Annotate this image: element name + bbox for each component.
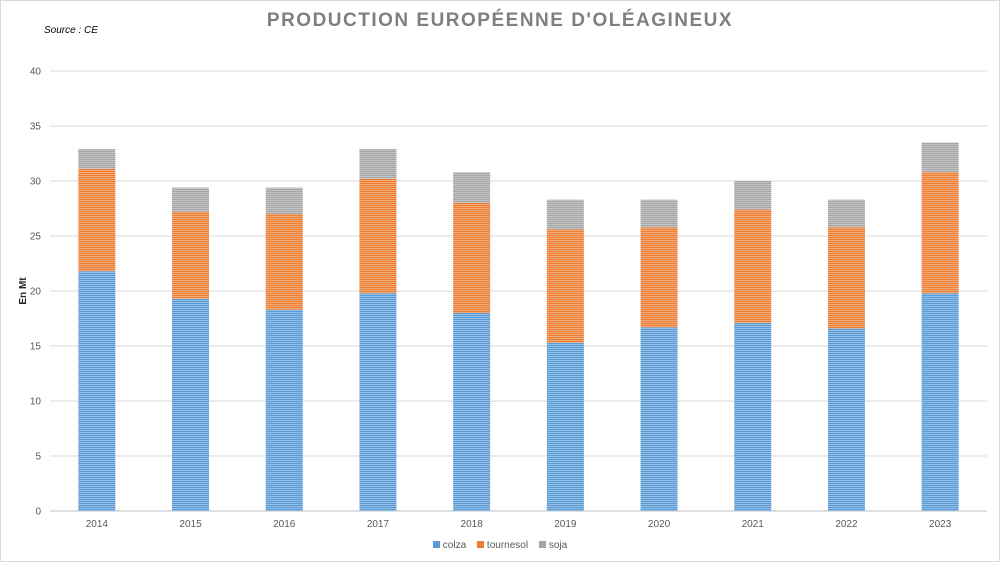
bar-colza-2014 bbox=[78, 271, 116, 511]
bar-colza-2022 bbox=[827, 328, 865, 511]
legend-swatch-soja bbox=[538, 541, 546, 548]
y-tick-label-35: 35 bbox=[30, 122, 42, 133]
bar-soja-2017 bbox=[359, 149, 397, 179]
bar-tournesol-2019 bbox=[546, 229, 584, 343]
x-tick-label-2020: 2020 bbox=[648, 519, 671, 530]
bar-colza-2018 bbox=[453, 313, 491, 511]
bar-tournesol-2015 bbox=[172, 211, 210, 299]
x-tick-label-2016: 2016 bbox=[273, 519, 296, 530]
legend-item-tournesol: tournesol bbox=[476, 540, 529, 551]
y-tick-label-0: 0 bbox=[35, 507, 41, 518]
bars bbox=[78, 142, 959, 511]
y-tick-label-20: 20 bbox=[30, 287, 42, 298]
bar-colza-2016 bbox=[265, 309, 303, 511]
y-tick-label-10: 10 bbox=[30, 397, 42, 408]
x-axis-ticks: 2014 2015 2016 2017 2018 2019 2020 2021 2022 2023 bbox=[86, 519, 952, 530]
y-axis-label: En Mt bbox=[18, 277, 29, 305]
x-tick-label-2019: 2019 bbox=[554, 519, 577, 530]
bar-colza-2021 bbox=[734, 322, 772, 511]
bar-tournesol-2014 bbox=[78, 168, 116, 272]
bar-colza-2017 bbox=[359, 293, 397, 511]
legend-swatch-tournesol bbox=[476, 541, 484, 548]
bar-colza-2019 bbox=[546, 342, 584, 511]
bar-soja-2021 bbox=[734, 181, 772, 210]
bar-soja-2022 bbox=[827, 199, 865, 228]
bar-tournesol-2017 bbox=[359, 178, 397, 294]
y-tick-label-40: 40 bbox=[30, 67, 42, 78]
x-tick-label-2023: 2023 bbox=[929, 519, 952, 530]
legend-item-soja: soja bbox=[538, 540, 568, 551]
bar-soja-2019 bbox=[546, 199, 584, 230]
x-tick-label-2021: 2021 bbox=[742, 519, 765, 530]
legend-label-colza: colza bbox=[442, 540, 467, 551]
y-tick-label-5: 5 bbox=[35, 452, 41, 463]
bar-tournesol-2016 bbox=[265, 214, 303, 310]
bar-tournesol-2020 bbox=[640, 227, 678, 328]
y-tick-label-30: 30 bbox=[30, 177, 42, 188]
bar-colza-2020 bbox=[640, 327, 678, 511]
bar-colza-2023 bbox=[921, 293, 959, 511]
bar-tournesol-2021 bbox=[734, 209, 772, 323]
x-tick-label-2017: 2017 bbox=[367, 519, 390, 530]
y-tick-label-25: 25 bbox=[30, 232, 42, 243]
bar-soja-2020 bbox=[640, 199, 678, 228]
x-tick-label-2022: 2022 bbox=[835, 519, 858, 530]
x-tick-label-2018: 2018 bbox=[461, 519, 484, 530]
legend-label-tournesol: tournesol bbox=[486, 540, 529, 551]
bar-soja-2016 bbox=[265, 187, 303, 214]
bar-tournesol-2018 bbox=[453, 203, 491, 313]
source-note: Source : CE bbox=[44, 25, 98, 36]
bar-soja-2014 bbox=[78, 149, 116, 169]
x-tick-label-2014: 2014 bbox=[86, 519, 109, 530]
y-tick-label-15: 15 bbox=[30, 342, 42, 353]
legend-item-colza: colza bbox=[432, 540, 467, 551]
bar-colza-2015 bbox=[172, 298, 210, 511]
legend-label-soja: soja bbox=[548, 540, 568, 551]
chart-title: PRODUCTION EUROPÉENNE D'OLÉAGINEUX bbox=[266, 10, 734, 31]
bar-soja-2015 bbox=[172, 187, 210, 212]
y-axis-ticks: 0 5 10 15 20 25 30 35 40 bbox=[30, 67, 42, 518]
bar-soja-2023 bbox=[921, 142, 959, 173]
bar-tournesol-2023 bbox=[921, 172, 959, 294]
legend-swatch-colza bbox=[432, 541, 440, 548]
x-tick-label-2015: 2015 bbox=[179, 519, 202, 530]
bar-tournesol-2022 bbox=[827, 227, 865, 329]
legend: colza tournesol soja bbox=[0, 540, 1000, 551]
bar-soja-2018 bbox=[453, 172, 491, 203]
